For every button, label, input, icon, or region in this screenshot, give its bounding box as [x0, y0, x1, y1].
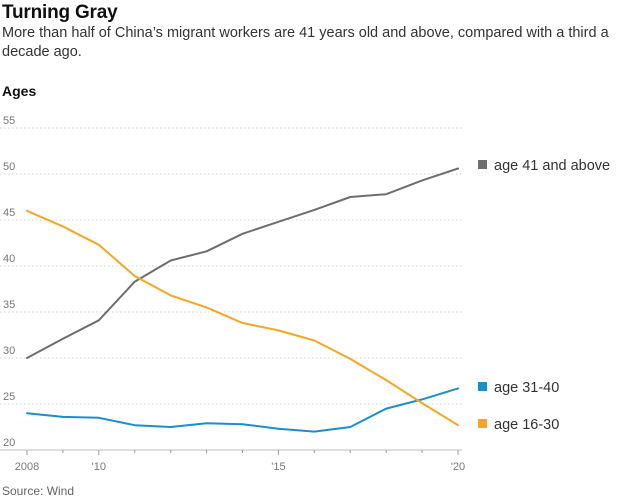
data-point-age-31-40-2010 — [98, 417, 100, 419]
data-point-age-31-40-2014 — [242, 423, 244, 425]
y-axis-title: Ages — [2, 83, 37, 99]
legend-label-age-31-40: age 31-40 — [494, 380, 559, 396]
data-point-age-41-and-above-2015 — [278, 221, 280, 223]
legend: age 41 and above age 31-40 age 16-30 — [478, 158, 610, 433]
series-line-age-16-30 — [26, 209, 459, 427]
data-point-age-41-and-above-2017 — [349, 196, 351, 198]
x-tick-label-2008: 2008 — [15, 461, 39, 473]
data-point-age-16-30-2009 — [62, 226, 64, 228]
y-tick-label-40: 40 — [3, 253, 15, 265]
y-tick-label-30: 30 — [3, 345, 15, 357]
data-point-age-16-30-2010 — [98, 244, 100, 246]
line-chart: 20 25 30 35 40 45 50 55 2008 '10 '15 '20 age 41 an… — [0, 115, 610, 473]
y-tick-label-50: 50 — [3, 161, 15, 173]
data-point-age-31-40-2013 — [206, 423, 208, 425]
data-point-age-31-40-2011 — [134, 424, 136, 426]
y-tick-label-35: 35 — [3, 299, 15, 311]
data-point-age-41-and-above-2016 — [314, 209, 316, 211]
legend-swatch-age-16-30 — [478, 419, 487, 428]
data-point-age-41-and-above-2011 — [134, 281, 136, 283]
data-point-age-16-30-2012 — [170, 295, 172, 297]
source-note: Source: Wind — [2, 484, 75, 498]
y-tick-label-20: 20 — [3, 437, 15, 449]
x-tick-label-2015: '15 — [271, 461, 285, 473]
chart-subtitle: More than half of China’s migrant worker… — [2, 25, 609, 60]
y-tick-label-45: 45 — [3, 207, 15, 219]
data-point-age-16-30-2014 — [242, 322, 244, 324]
data-point-age-16-30-2018 — [385, 379, 387, 381]
data-point-age-16-30-2013 — [206, 307, 208, 309]
series-line-age-41-and-above — [26, 167, 459, 359]
data-point-age-31-40-2018 — [385, 408, 387, 410]
legend-label-age-41-and-above: age 41 and above — [494, 158, 610, 174]
series-line-age-31-40 — [26, 387, 459, 433]
data-point-age-16-30-2017 — [349, 358, 351, 360]
data-point-age-41-and-above-2013 — [206, 250, 208, 252]
data-point-age-31-40-2019 — [421, 399, 423, 401]
data-point-age-41-and-above-2010 — [98, 319, 100, 321]
x-tick-label-2010: '10 — [92, 461, 106, 473]
data-point-age-31-40-2017 — [349, 426, 351, 428]
x-axis-ticks: 2008 '10 '15 '20 — [15, 450, 465, 473]
data-point-age-41-and-above-2014 — [242, 233, 244, 235]
data-point-age-16-30-2011 — [134, 275, 136, 277]
data-point-age-41-and-above-2019 — [421, 180, 423, 182]
series-lines — [26, 167, 459, 433]
data-point-age-16-30-2016 — [314, 340, 316, 342]
chart-title: Turning Gray — [2, 2, 118, 23]
y-tick-label-25: 25 — [3, 391, 15, 403]
gridlines — [0, 127, 462, 451]
legend-label-age-16-30: age 16-30 — [494, 417, 559, 433]
data-point-age-41-and-above-2009 — [62, 338, 64, 340]
data-point-age-16-30-2015 — [278, 330, 280, 332]
y-axis-ticks: 20 25 30 35 40 45 50 55 — [3, 115, 15, 449]
data-point-age-41-and-above-2008 — [26, 357, 28, 359]
data-point-age-16-30-2020 — [457, 424, 459, 426]
data-point-age-31-40-2009 — [62, 416, 64, 418]
legend-swatch-age-31-40 — [478, 382, 487, 391]
data-point-age-41-and-above-2012 — [170, 260, 172, 262]
data-point-age-16-30-2019 — [421, 402, 423, 404]
data-point-age-31-40-2016 — [314, 431, 316, 433]
x-tick-label-2020: '20 — [451, 461, 465, 473]
data-point-age-31-40-2012 — [170, 426, 172, 428]
data-point-age-41-and-above-2020 — [457, 168, 459, 170]
legend-swatch-age-41-and-above — [478, 160, 487, 169]
data-point-age-31-40-2020 — [457, 388, 459, 390]
data-point-age-41-and-above-2018 — [385, 193, 387, 195]
data-point-age-16-30-2008 — [26, 210, 28, 212]
data-point-age-31-40-2015 — [278, 428, 280, 430]
y-tick-label-55: 55 — [3, 115, 15, 127]
data-point-age-31-40-2008 — [26, 412, 28, 414]
